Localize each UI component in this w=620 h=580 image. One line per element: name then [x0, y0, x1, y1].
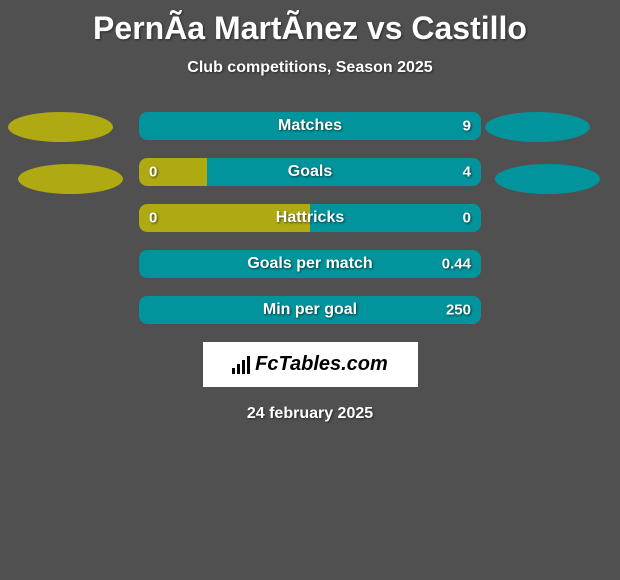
comparison-title: PernÃ­a MartÃ­nez vs Castillo: [0, 0, 620, 47]
stat-label: Min per goal: [263, 301, 357, 319]
stat-row: Min per goal 250: [139, 296, 481, 324]
logo-bars-icon: [232, 356, 250, 374]
player1-value: 0: [149, 210, 157, 227]
player2-value: 0.44: [442, 256, 471, 273]
stat-label: Goals: [288, 163, 332, 181]
logo-box: FcTables.com: [203, 342, 418, 387]
logo-text: FcTables.com: [255, 353, 388, 376]
player2-badge-top: [485, 112, 590, 142]
player1-badge-top: [8, 112, 113, 142]
player2-value: 250: [446, 302, 471, 319]
player1-value: 0: [149, 164, 157, 181]
date-text: 24 february 2025: [0, 405, 620, 423]
stat-label: Goals per match: [247, 255, 372, 273]
stats-area: Matches 9 0 Goals 4 0 Hattricks 0: [0, 112, 620, 324]
stat-row: Goals per match 0.44: [139, 250, 481, 278]
player1-badge-bottom: [18, 164, 123, 194]
player2-badge-bottom: [495, 164, 600, 194]
player2-value: 0: [463, 210, 471, 227]
stat-row: 0 Hattricks 0: [139, 204, 481, 232]
logo: FcTables.com: [232, 353, 388, 376]
stat-label: Matches: [278, 117, 342, 135]
player2-bar: [207, 158, 481, 186]
player2-value: 9: [463, 118, 471, 135]
stat-row: 0 Goals 4: [139, 158, 481, 186]
player2-value: 4: [463, 164, 471, 181]
stat-row: Matches 9: [139, 112, 481, 140]
comparison-subtitle: Club competitions, Season 2025: [0, 59, 620, 77]
stat-label: Hattricks: [276, 209, 344, 227]
